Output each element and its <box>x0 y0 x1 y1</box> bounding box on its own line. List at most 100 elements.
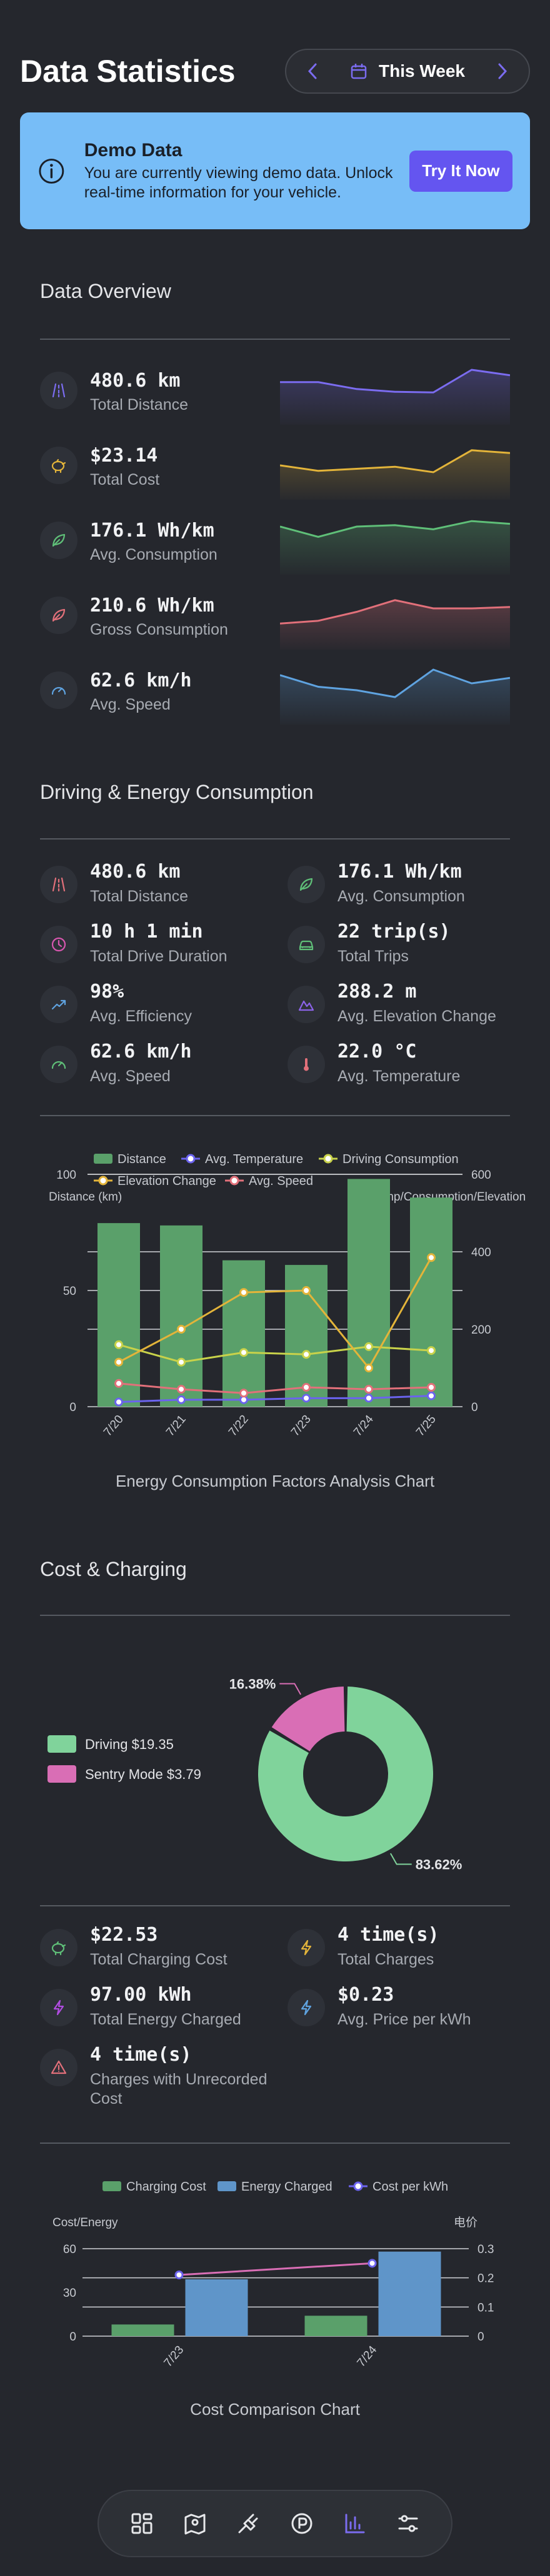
legend-item[interactable]: Avg. Speed <box>225 1174 313 1188</box>
period-selector[interactable]: This Week <box>350 61 465 81</box>
divider <box>40 339 510 340</box>
bar[interactable] <box>378 2251 441 2336</box>
speedometer-icon <box>51 686 66 695</box>
sparkline-area <box>280 450 510 500</box>
stat-value: 4 time(s) <box>90 2044 192 2066</box>
period-label: This Week <box>379 61 465 81</box>
stat-label: Total Charges <box>338 1951 434 1968</box>
legend-item[interactable]: Driving Consumption <box>319 1152 459 1166</box>
y2-tick-label: 0.3 <box>478 2243 494 2256</box>
data-point[interactable] <box>114 1397 123 1407</box>
bar[interactable] <box>98 1223 140 1407</box>
data-point[interactable] <box>364 1364 373 1372</box>
energy-chart-caption: Energy Consumption Factors Analysis Char… <box>115 1472 435 1490</box>
data-point[interactable] <box>177 1325 186 1334</box>
legend-marker <box>98 1176 108 1186</box>
overview-item[interactable]: 480.6 km Total Distance <box>40 356 510 425</box>
stat-label: Total Drive Duration <box>90 948 228 965</box>
donut-slice[interactable] <box>271 1687 345 1751</box>
data-point[interactable] <box>177 1395 186 1404</box>
nav-map[interactable] <box>175 2504 215 2544</box>
legend-label: Elevation Change <box>118 1174 216 1188</box>
overview-item[interactable]: 176.1 Wh/km Avg. Consumption <box>40 506 510 575</box>
donut-slice[interactable] <box>258 1687 433 1861</box>
data-point[interactable] <box>239 1348 248 1357</box>
x-tick-label: 7/20 <box>101 1413 126 1439</box>
data-point[interactable] <box>427 1253 436 1262</box>
data-point[interactable] <box>427 1346 436 1355</box>
legend-item[interactable]: Cost per kWh <box>349 2180 448 2194</box>
overview-icon <box>40 372 78 409</box>
legend-label: Avg. Temperature <box>205 1152 303 1166</box>
sparkline-line <box>280 369 510 394</box>
chevron-right-icon[interactable] <box>496 62 509 81</box>
y-tick-label: 60 <box>63 2243 76 2256</box>
data-point[interactable] <box>302 1383 311 1392</box>
y-axis-title: Cost/Energy <box>52 2216 118 2229</box>
stat-item: $0.23 Avg. Price per kWh <box>288 1980 525 2034</box>
legend-item[interactable]: Charging Cost <box>102 2180 206 2194</box>
data-point[interactable] <box>177 1357 186 1367</box>
data-point[interactable] <box>368 2259 377 2268</box>
nav-settings[interactable] <box>388 2504 428 2544</box>
legend-swatch <box>102 2181 121 2191</box>
divider <box>40 1615 510 1616</box>
settings-sliders-icon <box>398 2515 418 2532</box>
bar[interactable] <box>160 1225 202 1407</box>
data-point[interactable] <box>239 1288 248 1297</box>
bar[interactable] <box>185 2279 248 2336</box>
header: Data Statistics This Week <box>20 49 530 94</box>
legend-item[interactable]: Elevation Change <box>94 1174 216 1188</box>
thermometer-icon <box>304 1058 309 1071</box>
slice-percent-label: 16.38% <box>229 1676 276 1692</box>
data-point[interactable] <box>302 1286 311 1295</box>
legend-marker <box>229 1176 239 1186</box>
bar[interactable] <box>304 2316 368 2336</box>
nav-statistics[interactable] <box>335 2504 375 2544</box>
chevron-left-icon[interactable] <box>306 62 319 81</box>
nav-charging[interactable] <box>228 2504 268 2544</box>
overview-item[interactable]: 62.6 km/h Avg. Speed <box>40 656 510 725</box>
data-point[interactable] <box>302 1394 311 1403</box>
x-tick-label: 7/24 <box>351 1412 376 1439</box>
stat-item: 22.0 °C Avg. Temperature <box>288 1037 525 1091</box>
slice-percent-label: 83.62% <box>416 1857 462 1873</box>
dashboard-icon <box>131 2513 152 2534</box>
data-point[interactable] <box>177 1385 186 1394</box>
data-point[interactable] <box>364 1394 373 1403</box>
data-point[interactable] <box>427 1391 436 1400</box>
bar[interactable] <box>348 1179 390 1407</box>
cost-breakdown-donut: Driving $19.35 Sentry Mode $3.79 83.62% 16.… <box>48 1676 462 1873</box>
data-point[interactable] <box>114 1340 123 1349</box>
data-point[interactable] <box>114 1357 123 1367</box>
overview-value: 210.6 Wh/km <box>90 595 214 617</box>
bar[interactable] <box>111 2324 174 2336</box>
stat-label: Total Charging Cost <box>90 1951 228 1968</box>
overview-item[interactable]: $23.14 Total Cost <box>40 431 510 500</box>
legend-item[interactable]: Sentry Mode $3.79 <box>48 1765 201 1783</box>
data-point[interactable] <box>364 1342 373 1351</box>
legend-label: Driving Consumption <box>342 1152 459 1166</box>
bar[interactable] <box>222 1260 265 1407</box>
legend-item[interactable]: Energy Charged <box>218 2180 332 2194</box>
overview-item[interactable]: 210.6 Wh/km Gross Consumption <box>40 581 510 650</box>
data-point[interactable] <box>174 2271 184 2279</box>
data-point[interactable] <box>114 1379 123 1388</box>
legend-item[interactable]: Distance <box>94 1152 166 1166</box>
nav-dashboard[interactable] <box>122 2504 162 2544</box>
bar[interactable] <box>410 1197 452 1407</box>
demo-title: Demo Data <box>84 139 182 161</box>
try-it-now-button[interactable]: Try It Now <box>409 150 512 192</box>
data-point[interactable] <box>427 1383 436 1392</box>
legend-item[interactable]: Avg. Temperature <box>181 1152 303 1166</box>
data-point[interactable] <box>364 1385 373 1394</box>
legend-swatch <box>48 1765 76 1783</box>
stat-icon <box>288 1989 325 2026</box>
data-point[interactable] <box>302 1350 311 1359</box>
clock-icon <box>51 937 66 952</box>
data-point[interactable] <box>239 1389 248 1398</box>
legend-item[interactable]: Driving $19.35 <box>48 1735 174 1753</box>
nav-parking[interactable] <box>282 2504 322 2544</box>
cost-title: Cost & Charging <box>40 1558 187 1580</box>
stat-item: 4 time(s) Total Charges <box>288 1920 525 1974</box>
